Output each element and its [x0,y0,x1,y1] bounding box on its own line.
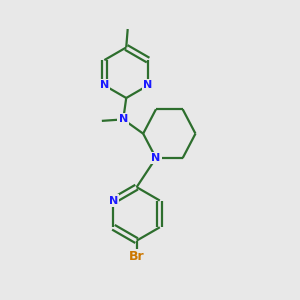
Text: N: N [100,80,109,90]
Text: N: N [151,153,160,163]
Text: N: N [118,114,128,124]
Text: N: N [109,196,118,206]
Text: N: N [143,80,153,90]
Text: Br: Br [129,250,144,263]
